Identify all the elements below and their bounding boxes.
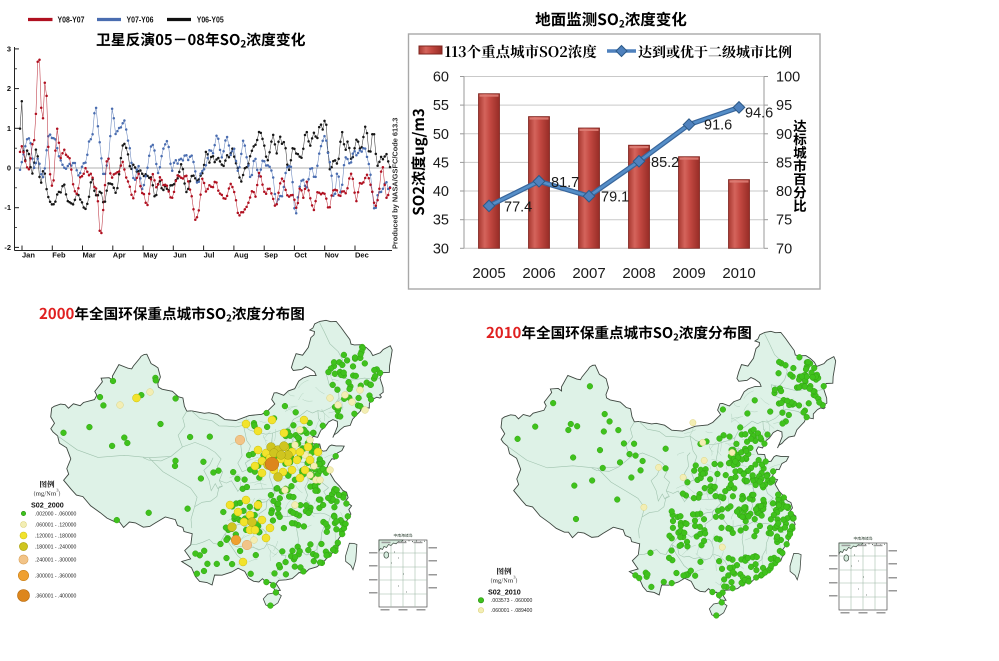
svg-text:80: 80 <box>776 184 792 200</box>
svg-text:85: 85 <box>776 155 792 171</box>
svg-text:Y06-Y05: Y06-Y05 <box>197 15 224 25</box>
svg-text:3: 3 <box>7 44 11 53</box>
svg-text:Nov: Nov <box>325 251 340 260</box>
svg-text:70: 70 <box>776 241 792 257</box>
svg-text:Jun: Jun <box>173 251 187 260</box>
svg-text:Y07-Y06: Y07-Y06 <box>127 15 154 25</box>
svg-text:2009: 2009 <box>672 265 705 282</box>
svg-text:.240001 - .300000: .240001 - .300000 <box>35 557 77 563</box>
svg-text:Mar: Mar <box>83 251 96 260</box>
svg-text:60: 60 <box>433 70 449 86</box>
svg-text:May: May <box>143 251 158 260</box>
svg-text:85.2: 85.2 <box>651 155 679 171</box>
svg-text:77.4: 77.4 <box>504 199 532 215</box>
svg-text:.120001 - .180000: .120001 - .180000 <box>35 533 77 539</box>
svg-text:0: 0 <box>7 164 11 173</box>
svg-text:91.6: 91.6 <box>704 118 732 134</box>
svg-text:2006: 2006 <box>522 265 555 282</box>
svg-text:Y08-Y07: Y08-Y07 <box>58 15 85 25</box>
svg-text:1: 1 <box>7 124 11 133</box>
svg-text:45: 45 <box>433 155 449 171</box>
svg-text:S02_2010: S02_2010 <box>488 588 521 597</box>
svg-text:Produced by NASA/GSFC/Code 613: Produced by NASA/GSFC/Code 613.3 <box>391 118 400 249</box>
svg-text:40: 40 <box>433 184 449 200</box>
svg-text:100: 100 <box>776 70 800 86</box>
svg-text:50: 50 <box>433 127 449 143</box>
svg-text:-2: -2 <box>4 243 11 252</box>
svg-text:.180001 - .240000: .180001 - .240000 <box>35 544 77 550</box>
svg-text:Oct: Oct <box>294 251 307 260</box>
svg-text:81.7: 81.7 <box>551 175 579 191</box>
svg-text:79.1: 79.1 <box>601 190 629 206</box>
svg-text:90: 90 <box>776 127 792 143</box>
svg-text:.003573 - .060000: .003573 - .060000 <box>491 598 533 604</box>
svg-text:.360001 - .400000: .360001 - .400000 <box>35 593 77 599</box>
svg-text:.060001 - .089400: .060001 - .089400 <box>491 608 533 614</box>
svg-text:Jan: Jan <box>22 251 35 260</box>
svg-text:Dec: Dec <box>355 251 369 260</box>
svg-text:Aug: Aug <box>234 251 249 260</box>
svg-text:Jul: Jul <box>204 251 215 260</box>
svg-text:.300001 - .360000: .300001 - .360000 <box>35 573 77 579</box>
svg-text:.060001 - .120000: .060001 - .120000 <box>35 522 77 528</box>
svg-text:2005: 2005 <box>472 265 505 282</box>
svg-text:35: 35 <box>433 213 449 229</box>
svg-text:.002000 - .060000: .002000 - .060000 <box>35 511 77 517</box>
svg-text:2007: 2007 <box>572 265 605 282</box>
svg-text:S02_2000: S02_2000 <box>31 501 64 510</box>
svg-text:95: 95 <box>776 98 792 114</box>
svg-text:30: 30 <box>433 241 449 257</box>
svg-text:Feb: Feb <box>52 251 66 260</box>
svg-text:-1: -1 <box>4 203 11 212</box>
svg-text:2008: 2008 <box>622 265 655 282</box>
svg-text:Apr: Apr <box>113 251 126 260</box>
svg-text:Sep: Sep <box>264 251 278 260</box>
svg-text:2010: 2010 <box>722 265 755 282</box>
svg-text:75: 75 <box>776 213 792 229</box>
svg-text:55: 55 <box>433 98 449 114</box>
svg-text:2: 2 <box>7 84 11 93</box>
svg-text:94.6: 94.6 <box>745 105 773 121</box>
